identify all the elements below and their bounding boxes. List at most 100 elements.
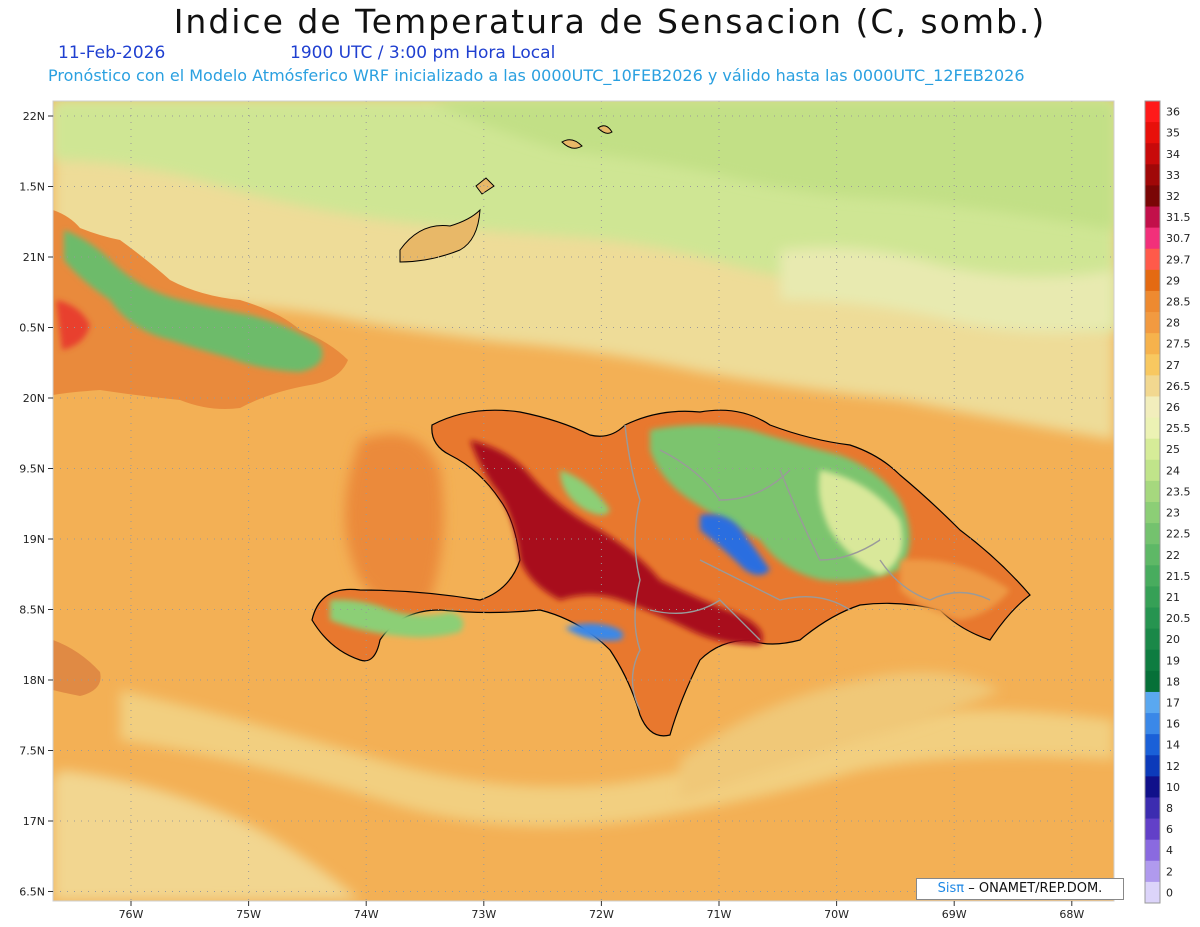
legend-label: 36 xyxy=(1166,106,1180,119)
map-title: Indice de Temperatura de Sensacion (C, s… xyxy=(173,2,1047,41)
legend-swatch xyxy=(1145,248,1160,271)
legend-label: 20.5 xyxy=(1166,612,1191,625)
legend-label: 8 xyxy=(1166,802,1173,815)
lat-tick-label: 20N xyxy=(23,392,45,405)
legend-swatch xyxy=(1145,290,1160,313)
legend-swatch xyxy=(1145,586,1160,609)
legend-swatch xyxy=(1145,881,1160,904)
legend-swatch xyxy=(1145,628,1160,651)
legend-swatch xyxy=(1145,860,1160,883)
legend-swatch xyxy=(1145,502,1160,524)
lat-tick-label: 0.5N xyxy=(19,322,45,335)
legend-label: 28 xyxy=(1166,317,1180,330)
model-info: Pronóstico con el Modelo Atmósferico WRF… xyxy=(48,66,1025,85)
legend-label: 21 xyxy=(1166,591,1180,604)
lat-tick-label: 7.5N xyxy=(19,745,45,758)
legend-label: 25 xyxy=(1166,443,1180,456)
field-layer xyxy=(53,101,1114,901)
legend-swatch xyxy=(1145,269,1160,292)
haiti-green-streak xyxy=(560,470,610,515)
legend-swatch xyxy=(1145,713,1160,735)
legend-swatch xyxy=(1145,417,1160,440)
legend-swatch xyxy=(1145,523,1160,545)
legend-label: 31.5 xyxy=(1166,211,1191,224)
legend-label: 18 xyxy=(1166,675,1180,688)
legend-label: 34 xyxy=(1166,148,1180,161)
legend-label: 19 xyxy=(1166,654,1180,667)
lon-tick-label: 75W xyxy=(236,908,261,921)
south-pale-band2 xyxy=(53,770,360,901)
legend-swatch xyxy=(1145,438,1160,461)
lon-tick-label: 72W xyxy=(589,908,614,921)
legend-swatch xyxy=(1145,354,1160,376)
legend-label: 29.7 xyxy=(1166,253,1191,266)
legend-label: 20 xyxy=(1166,633,1180,646)
legend-label: 23 xyxy=(1166,507,1180,520)
lon-tick-label: 69W xyxy=(942,908,967,921)
south-blue-spot xyxy=(565,623,624,641)
legend-label: 10 xyxy=(1166,781,1180,794)
lon-tick-label: 73W xyxy=(471,908,496,921)
legend-label: 26.5 xyxy=(1166,380,1191,393)
cuba-red xyxy=(56,300,90,350)
legend-label: 22 xyxy=(1166,549,1180,562)
lon-tick-label: 71W xyxy=(707,908,732,921)
lon-tick-label: 70W xyxy=(824,908,849,921)
legend-label: 30.7 xyxy=(1166,232,1191,245)
lon-tick-label: 68W xyxy=(1059,908,1084,921)
lat-tick-label: 19N xyxy=(23,533,45,546)
legend-label: 27 xyxy=(1166,359,1180,372)
legend-label: 0 xyxy=(1166,886,1173,899)
haiti-hot-core xyxy=(470,440,763,645)
legend-label: 26 xyxy=(1166,401,1180,414)
lat-tick-label: 1.5N xyxy=(19,181,45,194)
credit-box: Sisπ – ONAMET/REP.DOM. xyxy=(916,878,1124,900)
legend-label: 6 xyxy=(1166,823,1173,836)
legend-label: 24 xyxy=(1166,464,1180,477)
legend-swatch xyxy=(1145,312,1160,334)
legend-swatch xyxy=(1145,143,1160,165)
legend-swatch xyxy=(1145,544,1160,566)
legend-label: 23.5 xyxy=(1166,485,1191,498)
legend-label: 25.5 xyxy=(1166,422,1191,435)
legend-label: 17 xyxy=(1166,697,1180,710)
legend-swatch xyxy=(1145,333,1160,355)
legend-swatch xyxy=(1145,227,1160,250)
legend-label: 12 xyxy=(1166,760,1180,773)
legend-swatch xyxy=(1145,396,1160,419)
lon-tick-label: 74W xyxy=(354,908,379,921)
plot-frame xyxy=(52,100,1115,902)
legend-label: 33 xyxy=(1166,169,1180,182)
color-legend: 363534333231.530.729.72928.52827.52726.5… xyxy=(1144,100,1191,904)
lat-tick-label: 8.5N xyxy=(19,604,45,617)
legend-swatch xyxy=(1145,755,1160,777)
forecast-time: 1900 UTC / 3:00 pm Hora Local xyxy=(290,43,556,63)
cuba-green xyxy=(64,230,323,372)
lat-tick-label: 9.5N xyxy=(19,463,45,476)
legend-label: 21.5 xyxy=(1166,570,1191,583)
legend-swatch xyxy=(1145,565,1160,587)
legend-label: 27.5 xyxy=(1166,338,1191,351)
legend-swatch xyxy=(1145,818,1160,841)
legend-swatch xyxy=(1145,776,1160,798)
graticule xyxy=(53,101,1114,901)
lat-tick-label: 21N xyxy=(23,251,45,264)
legend-swatch xyxy=(1145,649,1160,672)
legend-swatch xyxy=(1145,670,1160,693)
cordillera-blue xyxy=(700,514,770,575)
north-ocean-green2 xyxy=(430,101,1114,230)
small-island-3 xyxy=(597,125,613,134)
legend-label: 2 xyxy=(1166,865,1173,878)
legend-swatch xyxy=(1145,480,1160,503)
small-island-2 xyxy=(561,139,583,149)
legend-label: 32 xyxy=(1166,190,1180,203)
legend-swatch xyxy=(1145,122,1160,144)
legend-label: 4 xyxy=(1166,844,1173,857)
legend-label: 28.5 xyxy=(1166,296,1191,309)
legend-swatch xyxy=(1145,164,1160,186)
legend-swatch xyxy=(1145,375,1160,397)
admin-borders xyxy=(624,424,991,711)
west-warm-patch xyxy=(345,434,444,607)
dr-orange-east xyxy=(900,559,1010,620)
